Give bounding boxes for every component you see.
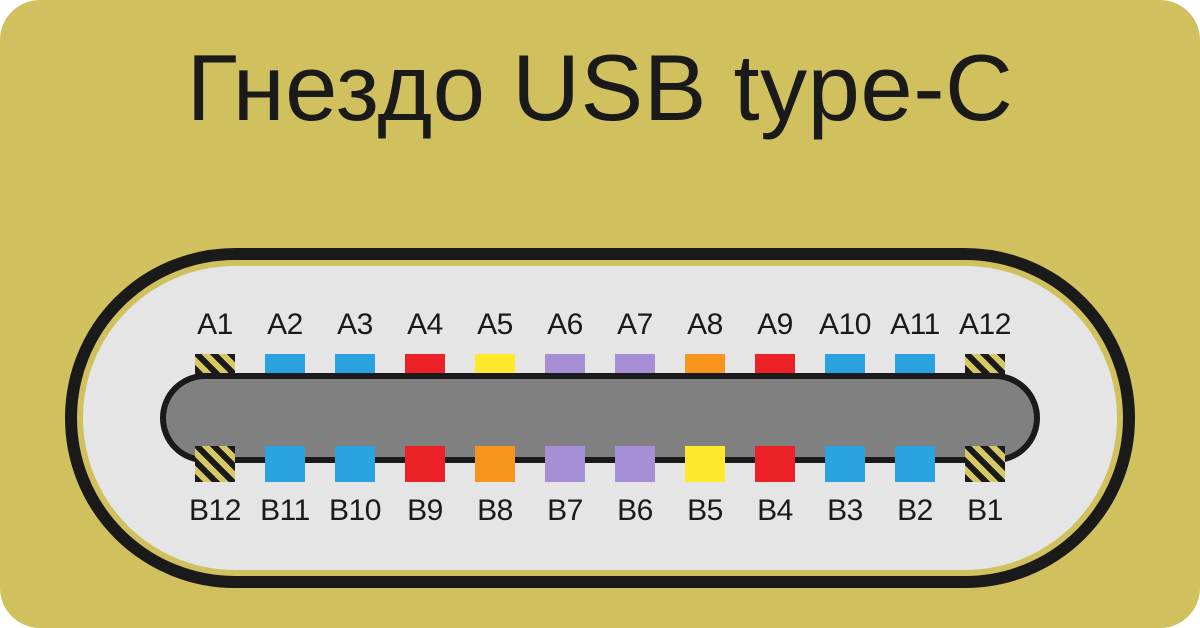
pin-label: A10 [810,308,880,342]
pin-b3 [825,446,865,482]
pin-b2 [895,446,935,482]
pin-b4 [755,446,795,482]
pin-label: B11 [250,494,320,528]
pin-label: A11 [880,308,950,342]
pin-labels-top: A1A2A3A4A5A6A7A8A9A10A11A12 [180,308,1020,342]
pin-cell [950,446,1020,482]
pin-cell [600,446,670,482]
pin-label: A9 [740,308,810,342]
pin-cell [180,446,250,482]
pin-label: A6 [530,308,600,342]
pin-label: B4 [740,494,810,528]
pin-b12 [195,446,235,482]
pin-label: B8 [460,494,530,528]
pin-label: A4 [390,308,460,342]
pin-label: A1 [180,308,250,342]
pin-cell [810,446,880,482]
pin-label: B1 [950,494,1020,528]
pin-label: A12 [950,308,1020,342]
connector-outer-ring: A1A2A3A4A5A6A7A8A9A10A11A12 B12B11B10B9B… [65,248,1135,588]
pin-label: A3 [320,308,390,342]
pin-row-bottom [180,446,1020,482]
page-title: Гнездо USB type-C [0,34,1200,142]
usb-c-connector: A1A2A3A4A5A6A7A8A9A10A11A12 B12B11B10B9B… [65,248,1135,588]
pin-label: B2 [880,494,950,528]
pin-labels-bottom: B12B11B10B9B8B7B6B5B4B3B2B1 [180,494,1020,528]
pin-label: A7 [600,308,670,342]
pin-label: B7 [530,494,600,528]
pin-label: B9 [390,494,460,528]
pin-cell [460,446,530,482]
pin-b10 [335,446,375,482]
pin-cell [530,446,600,482]
pin-label: A5 [460,308,530,342]
pin-b6 [615,446,655,482]
pin-cell [390,446,460,482]
pin-cell [740,446,810,482]
pin-label: B3 [810,494,880,528]
pin-label: A8 [670,308,740,342]
pin-b1 [965,446,1005,482]
pin-b5 [685,446,725,482]
pin-label: B12 [180,494,250,528]
pin-cell [670,446,740,482]
pin-b8 [475,446,515,482]
pin-label: B5 [670,494,740,528]
pin-label: A2 [250,308,320,342]
pin-b7 [545,446,585,482]
pin-label: B6 [600,494,670,528]
pin-label: B10 [320,494,390,528]
pin-cell [320,446,390,482]
pin-b11 [265,446,305,482]
diagram-card: Гнездо USB type-C A1A2A3A4A5A6A7A8A9A10A… [0,0,1200,628]
pin-cell [250,446,320,482]
pin-b9 [405,446,445,482]
pin-cell [880,446,950,482]
